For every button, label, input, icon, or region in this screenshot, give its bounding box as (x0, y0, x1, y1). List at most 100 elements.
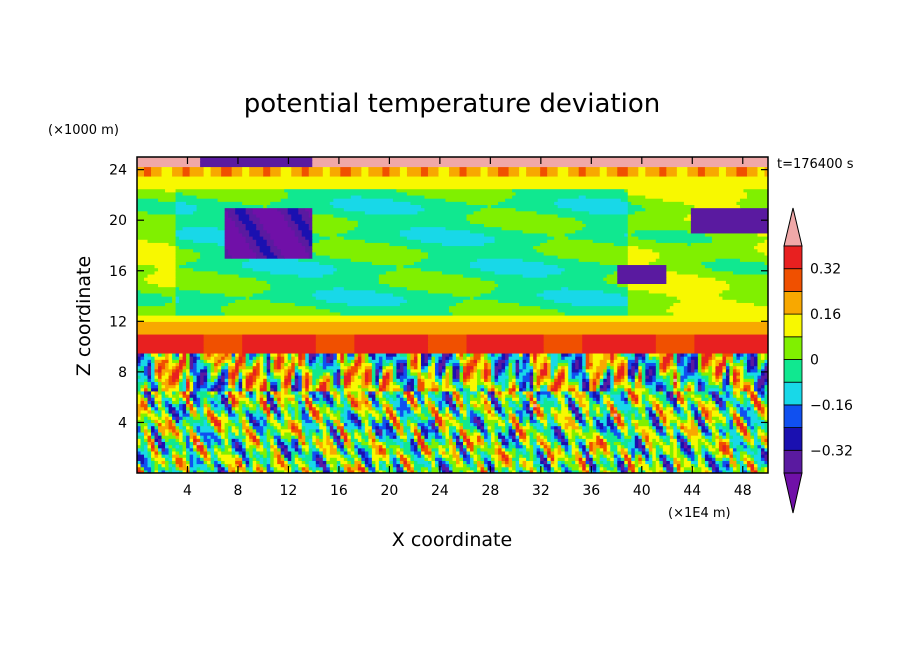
heatmap-cell-run (603, 469, 608, 473)
heatmap-cell-run (270, 457, 275, 461)
heatmap-cell-run (498, 371, 503, 376)
heatmap-cell-run (704, 435, 713, 439)
heatmap-cell-run (711, 450, 720, 455)
heatmap-cell-run (711, 457, 717, 461)
heatmap-cell-run (673, 409, 678, 414)
heatmap-cell-run (610, 463, 615, 468)
heatmap-cell-run (564, 428, 573, 433)
heatmap-cell-run (182, 444, 187, 449)
heatmap-cell-run (484, 394, 489, 398)
heatmap-cell-run (144, 416, 149, 420)
heatmap-cell-run (343, 375, 352, 379)
heatmap-cell-run (368, 406, 373, 411)
heatmap-cell-run (329, 457, 338, 461)
heatmap-cell-run (151, 450, 156, 455)
heatmap-cell-run (673, 469, 678, 473)
heatmap-cell-run (722, 400, 727, 405)
heatmap-cell-run (592, 454, 597, 458)
heatmap-cell-run (172, 422, 177, 427)
heatmap-cell-run (228, 378, 233, 382)
heatmap-cell-run (249, 397, 254, 401)
heatmap-cell-run (172, 450, 177, 455)
heatmap-cell-run (280, 409, 285, 414)
heatmap-cell-run (154, 460, 159, 465)
heatmap-cell-run (179, 409, 184, 414)
heatmap-cell-run (301, 390, 306, 395)
heatmap-cell-run (456, 428, 461, 433)
heatmap-cell-run (662, 368, 667, 373)
heatmap-cell-run (687, 397, 692, 401)
heatmap-cell-run (140, 416, 145, 420)
heatmap-cell-run (165, 457, 170, 461)
heatmap-cell-run (252, 438, 257, 442)
heatmap-cell-run (452, 454, 461, 458)
heatmap-cell-run (498, 450, 506, 455)
heatmap-cell-run (666, 416, 678, 420)
heatmap-cell-run (589, 400, 597, 405)
heatmap-cell-run (456, 438, 461, 442)
heatmap-cell-run (420, 368, 429, 373)
heatmap-cell-run (322, 438, 327, 442)
heatmap-cell-run (137, 441, 142, 446)
heatmap-cell-run (305, 378, 310, 382)
heatmap-cell-run (312, 378, 317, 382)
heatmap-cell-run (722, 368, 727, 373)
heatmap-cell-run (568, 390, 573, 395)
heatmap-cell-run (210, 371, 219, 376)
heatmap-cell-run (491, 406, 496, 411)
heatmap-cell-run (137, 444, 142, 449)
heatmap-cell-run (620, 381, 629, 386)
heatmap-cell-run (420, 406, 429, 411)
heatmap-cell-run (533, 384, 538, 389)
heatmap-cell-run (452, 435, 457, 439)
heatmap-cell-run (757, 384, 762, 389)
heatmap-cell-run (154, 444, 159, 449)
heatmap-cell-run (406, 394, 412, 398)
heatmap-cell-run (522, 375, 531, 379)
heatmap-cell-run (315, 378, 320, 382)
heatmap-cell-run (298, 416, 303, 420)
heatmap-cell-run (655, 416, 660, 420)
heatmap-cell-run (557, 431, 562, 436)
heatmap-cell-run (196, 425, 201, 430)
heatmap-cell-run (564, 435, 569, 439)
heatmap-cell-run (172, 447, 177, 452)
heatmap-cell-run (603, 384, 608, 389)
heatmap-cell-run (589, 387, 594, 392)
heatmap-cell-run (172, 444, 177, 449)
heatmap-cell-run (154, 457, 166, 461)
heatmap-cell-run (624, 425, 629, 430)
heatmap-cell-run (445, 381, 450, 386)
heatmap-cell-run (725, 390, 731, 395)
heatmap-cell-run (505, 387, 510, 392)
heatmap-cell-run (137, 457, 145, 461)
heatmap-cell-run (575, 390, 580, 395)
heatmap-cell-run (319, 450, 324, 455)
heatmap-cell-run (207, 368, 212, 373)
heatmap-cell-run (687, 454, 695, 458)
heatmap-cell-run (263, 431, 268, 436)
heatmap-cell-run (273, 447, 278, 452)
heatmap-cell-run (743, 463, 748, 468)
heatmap-cell-run (238, 463, 243, 468)
heatmap-cell-run (147, 447, 152, 452)
heatmap-cell-run (739, 469, 745, 473)
heatmap-cell-run (529, 454, 534, 458)
heatmap-cell-run (571, 416, 576, 420)
heatmap-cell-run (189, 394, 198, 398)
heatmap-cell-run (480, 387, 485, 392)
heatmap-cell-run (466, 444, 475, 449)
heatmap-cell-run (701, 371, 713, 376)
heatmap-cell-run (596, 466, 601, 471)
heatmap-cell-run (599, 394, 604, 398)
heatmap-cell-run (508, 435, 513, 439)
heatmap-cell-run (701, 381, 706, 386)
heatmap-cell-run (575, 457, 580, 461)
heatmap-cell-run (424, 403, 429, 408)
heatmap-cell-run (526, 450, 531, 455)
heatmap-cell-run (238, 450, 243, 455)
heatmap-cell-run (652, 463, 657, 468)
heatmap-cell-run (627, 397, 632, 401)
heatmap-cell-run (543, 444, 548, 449)
heatmap-cell-run (336, 375, 341, 379)
